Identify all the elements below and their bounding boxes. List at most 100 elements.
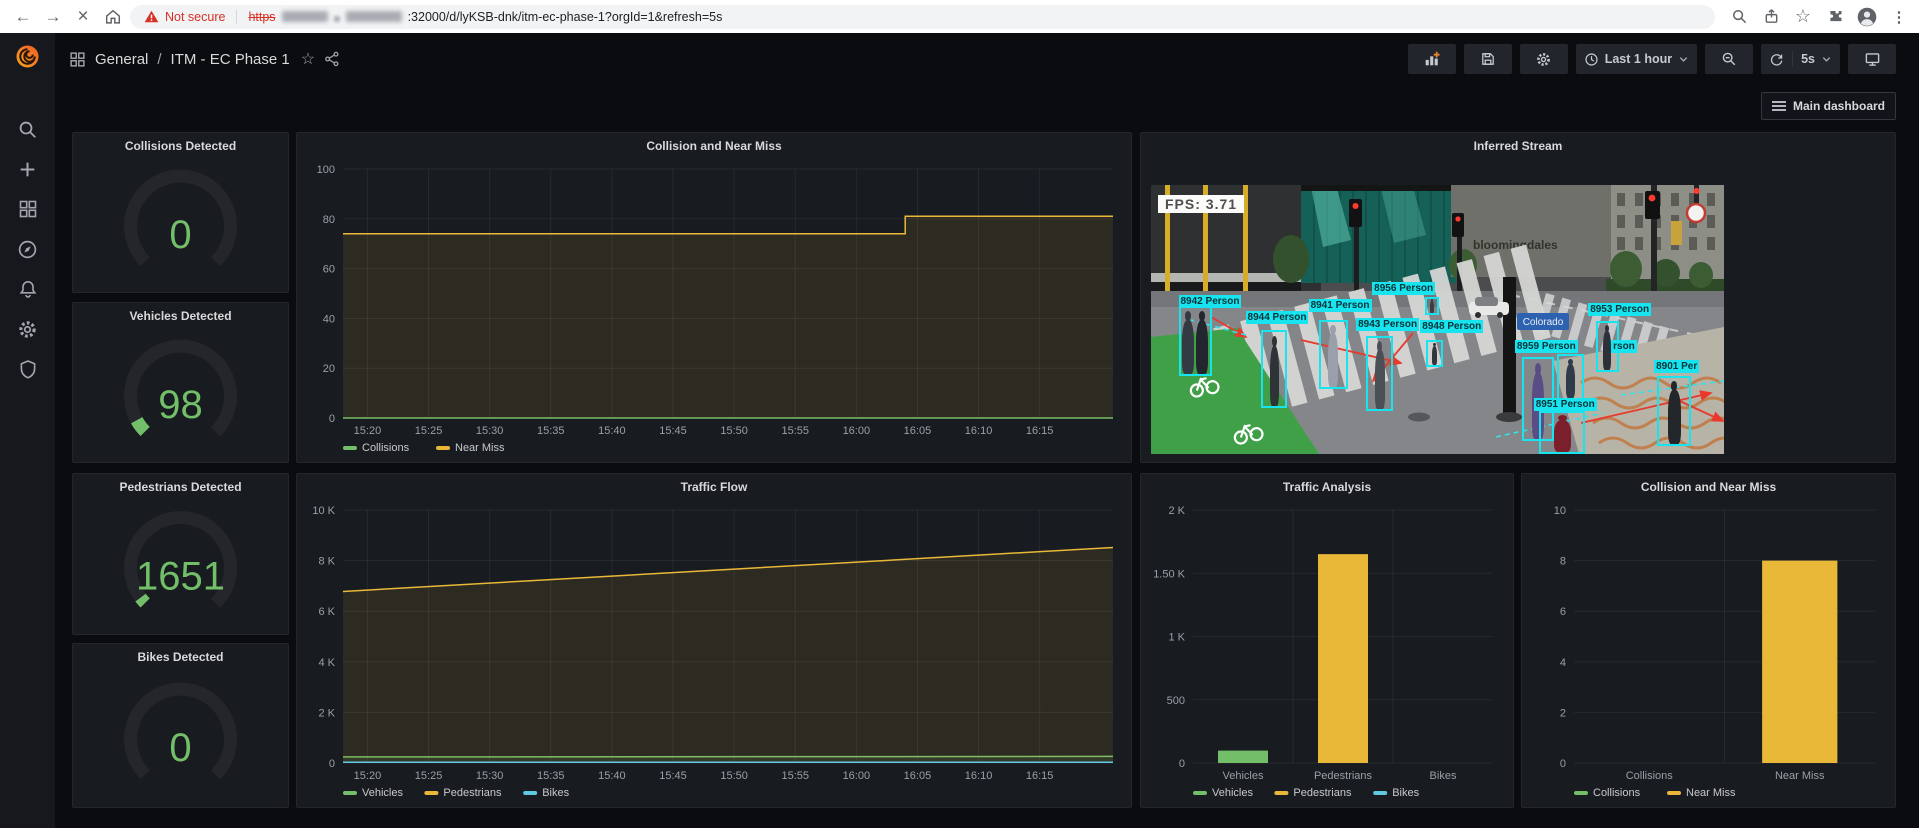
shield-icon[interactable] [0,349,55,389]
panel-bikes-gauge: Bikes Detected 0 [72,643,289,808]
time-range-picker[interactable]: Last 1 hour [1575,44,1698,74]
svg-text:0: 0 [1560,758,1566,770]
browser-menu-icon[interactable]: ⋮ [1891,8,1907,26]
extensions-icon[interactable] [1825,7,1845,27]
panel-title[interactable]: Collision and Near Miss [646,139,782,153]
vehicles-gauge: 98 [73,329,288,458]
svg-text:15:40: 15:40 [598,770,626,782]
browser-actions: ☆ ⋮ [1729,6,1909,27]
breadcrumb-folder[interactable]: General [95,50,149,68]
detection-layer: 8942 Person 8944 Person 8941 Person 8943 Pe… [1151,185,1724,454]
svg-text:80: 80 [323,214,335,226]
zoom-out-time-button[interactable] [1705,44,1754,74]
explore-icon[interactable] [0,229,55,269]
svg-text:4: 4 [1560,657,1566,669]
svg-text:Near Miss: Near Miss [455,442,505,454]
svg-text:15:45: 15:45 [659,770,687,782]
collision-near-miss-chart[interactable]: 0 20 40 60 80 100 15:20 15:25 15:30 15:35 15:40 15:… [303,159,1125,458]
svg-text:0: 0 [329,413,335,425]
person-figure [1603,325,1612,370]
grafana-logo[interactable] [14,43,41,75]
home-icon[interactable] [100,4,126,30]
panel-title[interactable]: Collisions Detected [124,139,237,153]
bike-lane-markings [1189,377,1264,445]
dashboard-links: Main dashboard [1760,92,1896,120]
alerting-icon[interactable] [0,269,55,309]
detection-label: 8948 Person [1420,319,1484,333]
detection-box [1425,296,1440,316]
panel-pedestrians-gauge: Pedestrians Detected 1651 [72,473,289,635]
svg-text:0: 0 [169,726,191,770]
refresh-picker[interactable]: 5s [1761,44,1840,74]
panel-title[interactable]: Inferred Stream [1473,139,1563,153]
svg-text:Near Miss: Near Miss [1686,787,1736,799]
svg-text:1 K: 1 K [1168,632,1185,644]
person-figure [1328,324,1339,388]
fps-overlay: FPS: 3.71 [1158,195,1245,213]
search-icon[interactable] [0,109,55,149]
street-sign: Colorado [1517,313,1569,330]
detection-box: 8942 Person [1178,295,1242,376]
add-panel-button[interactable] [1407,44,1456,74]
detection-box [1366,335,1394,411]
kiosk-mode-button[interactable] [1848,44,1896,74]
svg-text:100: 100 [317,164,335,176]
panel-title[interactable]: Traffic Analysis [1282,480,1372,494]
stop-icon[interactable]: × [77,5,89,27]
panel-title[interactable]: Bikes Detected [137,650,224,664]
svg-text:0: 0 [1179,758,1185,770]
breadcrumb-dashboard[interactable]: ITM - EC Phase 1 [170,50,290,68]
detection-label: 8959 Person [1514,339,1578,353]
url-scheme: https [248,9,276,24]
save-dashboard-button[interactable] [1463,44,1512,74]
detection-box [1557,354,1584,401]
person-figure [1667,381,1681,444]
main-dashboard-button[interactable]: Main dashboard [1760,92,1896,120]
add-icon[interactable] [0,149,55,189]
svg-text:16:10: 16:10 [965,770,993,782]
detection-box [1426,339,1444,367]
detection-box [1318,319,1348,390]
avatar[interactable] [1857,7,1877,27]
share-icon[interactable] [1761,7,1781,27]
warning-icon [144,10,159,23]
dashboard-header: General / ITM - EC Phase 1 ☆ Last 1 [55,33,1919,85]
svg-text:2 K: 2 K [318,707,335,719]
panel-title[interactable]: Pedestrians Detected [119,480,242,494]
person-figure [1375,341,1385,409]
address-bar[interactable]: Not secure https :32000/d/lyKSB-dnk/itm-… [130,4,1715,29]
redacted-host-blur2 [345,11,402,22]
svg-text:Collisions: Collisions [1593,787,1641,799]
svg-text:6 K: 6 K [318,606,335,618]
dashboards-icon[interactable] [0,189,55,229]
panel-title[interactable]: Collision and Near Miss [1640,480,1777,494]
bookmark-star-icon[interactable]: ☆ [1794,6,1812,26]
svg-text:15:35: 15:35 [537,425,565,437]
svg-text:16:15: 16:15 [1026,425,1054,437]
traffic-flow-chart[interactable]: 0 2 K 4 K 6 K 8 K 10 K 15:20 15:25 15:30 15:35 15:… [303,500,1125,803]
configuration-icon[interactable] [0,309,55,349]
panel-title[interactable]: Vehicles Detected [129,309,232,323]
clock-icon [1585,52,1598,66]
svg-text:Pedestrians: Pedestrians [443,787,502,799]
collision-near-miss-bar-chart[interactable]: 0 2 4 6 8 10 Collisions Near Miss Collisions Near… [1528,500,1889,803]
traffic-analysis-chart[interactable]: 0 500 1 K 1.50 K 2 K Vehicles Pedestrians Bikes… [1147,500,1507,803]
svg-text:16:15: 16:15 [1026,770,1054,782]
detection-label: 8901 Per [1654,359,1700,373]
forward-icon[interactable]: → [44,6,62,26]
panel-collision-near-miss-timeseries: Collision and Near Miss 0 20 40 60 80 100 15:2… [296,132,1132,463]
zoom-icon[interactable] [1729,7,1749,27]
panel-title[interactable]: Traffic Flow [680,480,748,494]
dashboard-grid: Collisions Detected 0 Vehicles Detected … [55,125,1919,828]
dashboard-settings-button[interactable] [1519,44,1568,74]
sidebar [0,33,55,828]
svg-text:10: 10 [1554,505,1566,517]
svg-text:15:20: 15:20 [354,425,382,437]
svg-text:20: 20 [323,363,335,375]
back-icon[interactable]: ← [14,6,32,26]
building-sign-text: bloomingdales [1473,238,1558,252]
share-dashboard-icon[interactable] [324,51,340,67]
breadcrumb-separator: / [157,50,162,68]
favorite-star-icon[interactable]: ☆ [300,51,316,68]
